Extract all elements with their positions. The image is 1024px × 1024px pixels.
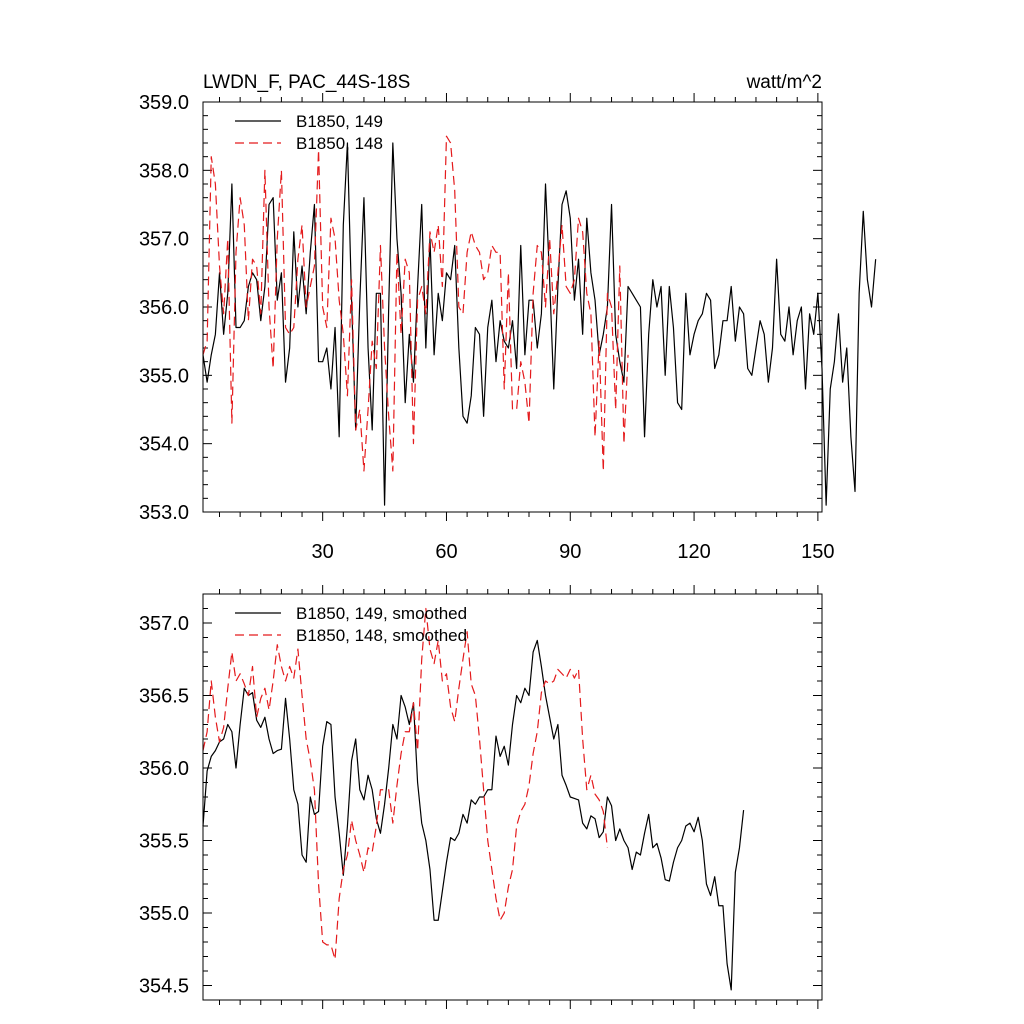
y-tick-label: 359.0 xyxy=(139,92,189,114)
legend-label-149: B1850, 149 xyxy=(296,112,383,131)
x-tick-label: 120 xyxy=(677,541,710,563)
legend-label-148: B1850, 148 xyxy=(296,134,383,153)
x-tick-label: 30 xyxy=(312,541,334,563)
bottom-chart: 357.0 356.5 356.0 355.5 355.0 354.5 B1850, 14… xyxy=(139,585,823,1009)
y-tick-label: 355.5 xyxy=(139,831,189,853)
x-tick-label: 60 xyxy=(435,541,457,563)
series-line-149 xyxy=(202,639,745,991)
y-tick-label: 355.0 xyxy=(139,365,189,387)
bottom-chart-legend: B1850, 149, smoothed B1850, 148, smoothe… xyxy=(235,604,467,645)
legend-label-148-smoothed: B1850, 148, smoothed xyxy=(296,626,467,645)
top-chart: LWDN_F, PAC_44S-18S watt/m^2 359.0358.03… xyxy=(139,72,877,563)
y-tick-label: 357.0 xyxy=(139,613,189,635)
bottom-chart-frame xyxy=(202,593,823,1001)
top-chart-ticks: 359.0 358.0 357.0 356.0 355.0 354.0 353.0 30 60 9… xyxy=(139,92,835,563)
y-tick-label: 356.0 xyxy=(139,758,189,780)
x-tick-label: 90 xyxy=(559,541,581,563)
units-label: watt/m^2 xyxy=(746,72,822,93)
y-tick-label: 358.0 xyxy=(139,160,189,182)
bottom-chart-ticks: 357.0 356.5 356.0 355.5 355.0 354.5 xyxy=(139,585,822,1009)
y-tick-label: 357.0 xyxy=(139,229,189,251)
series-line-148 xyxy=(202,607,609,961)
top-chart-frame xyxy=(202,101,823,513)
y-tick-label: 356.0 xyxy=(139,297,189,319)
y-tick-label: 354.0 xyxy=(139,434,189,456)
y-tick-label: 356.5 xyxy=(139,686,189,708)
top-chart-series xyxy=(202,135,877,506)
legend-label-149-smoothed: B1850, 149, smoothed xyxy=(296,604,467,623)
top-chart-legend: B1850, 149 B1850, 148 xyxy=(235,112,383,153)
y-tick-label: 353.0 xyxy=(139,502,189,524)
chart-title: LWDN_F, PAC_44S-18S xyxy=(203,72,410,93)
y-tick-label: 354.5 xyxy=(139,976,189,998)
y-tick-label: 355.0 xyxy=(139,903,189,925)
series-line-148 xyxy=(202,135,629,472)
series-line-149 xyxy=(202,142,877,506)
bottom-chart-series xyxy=(202,607,745,991)
x-tick-label: 150 xyxy=(801,541,834,563)
